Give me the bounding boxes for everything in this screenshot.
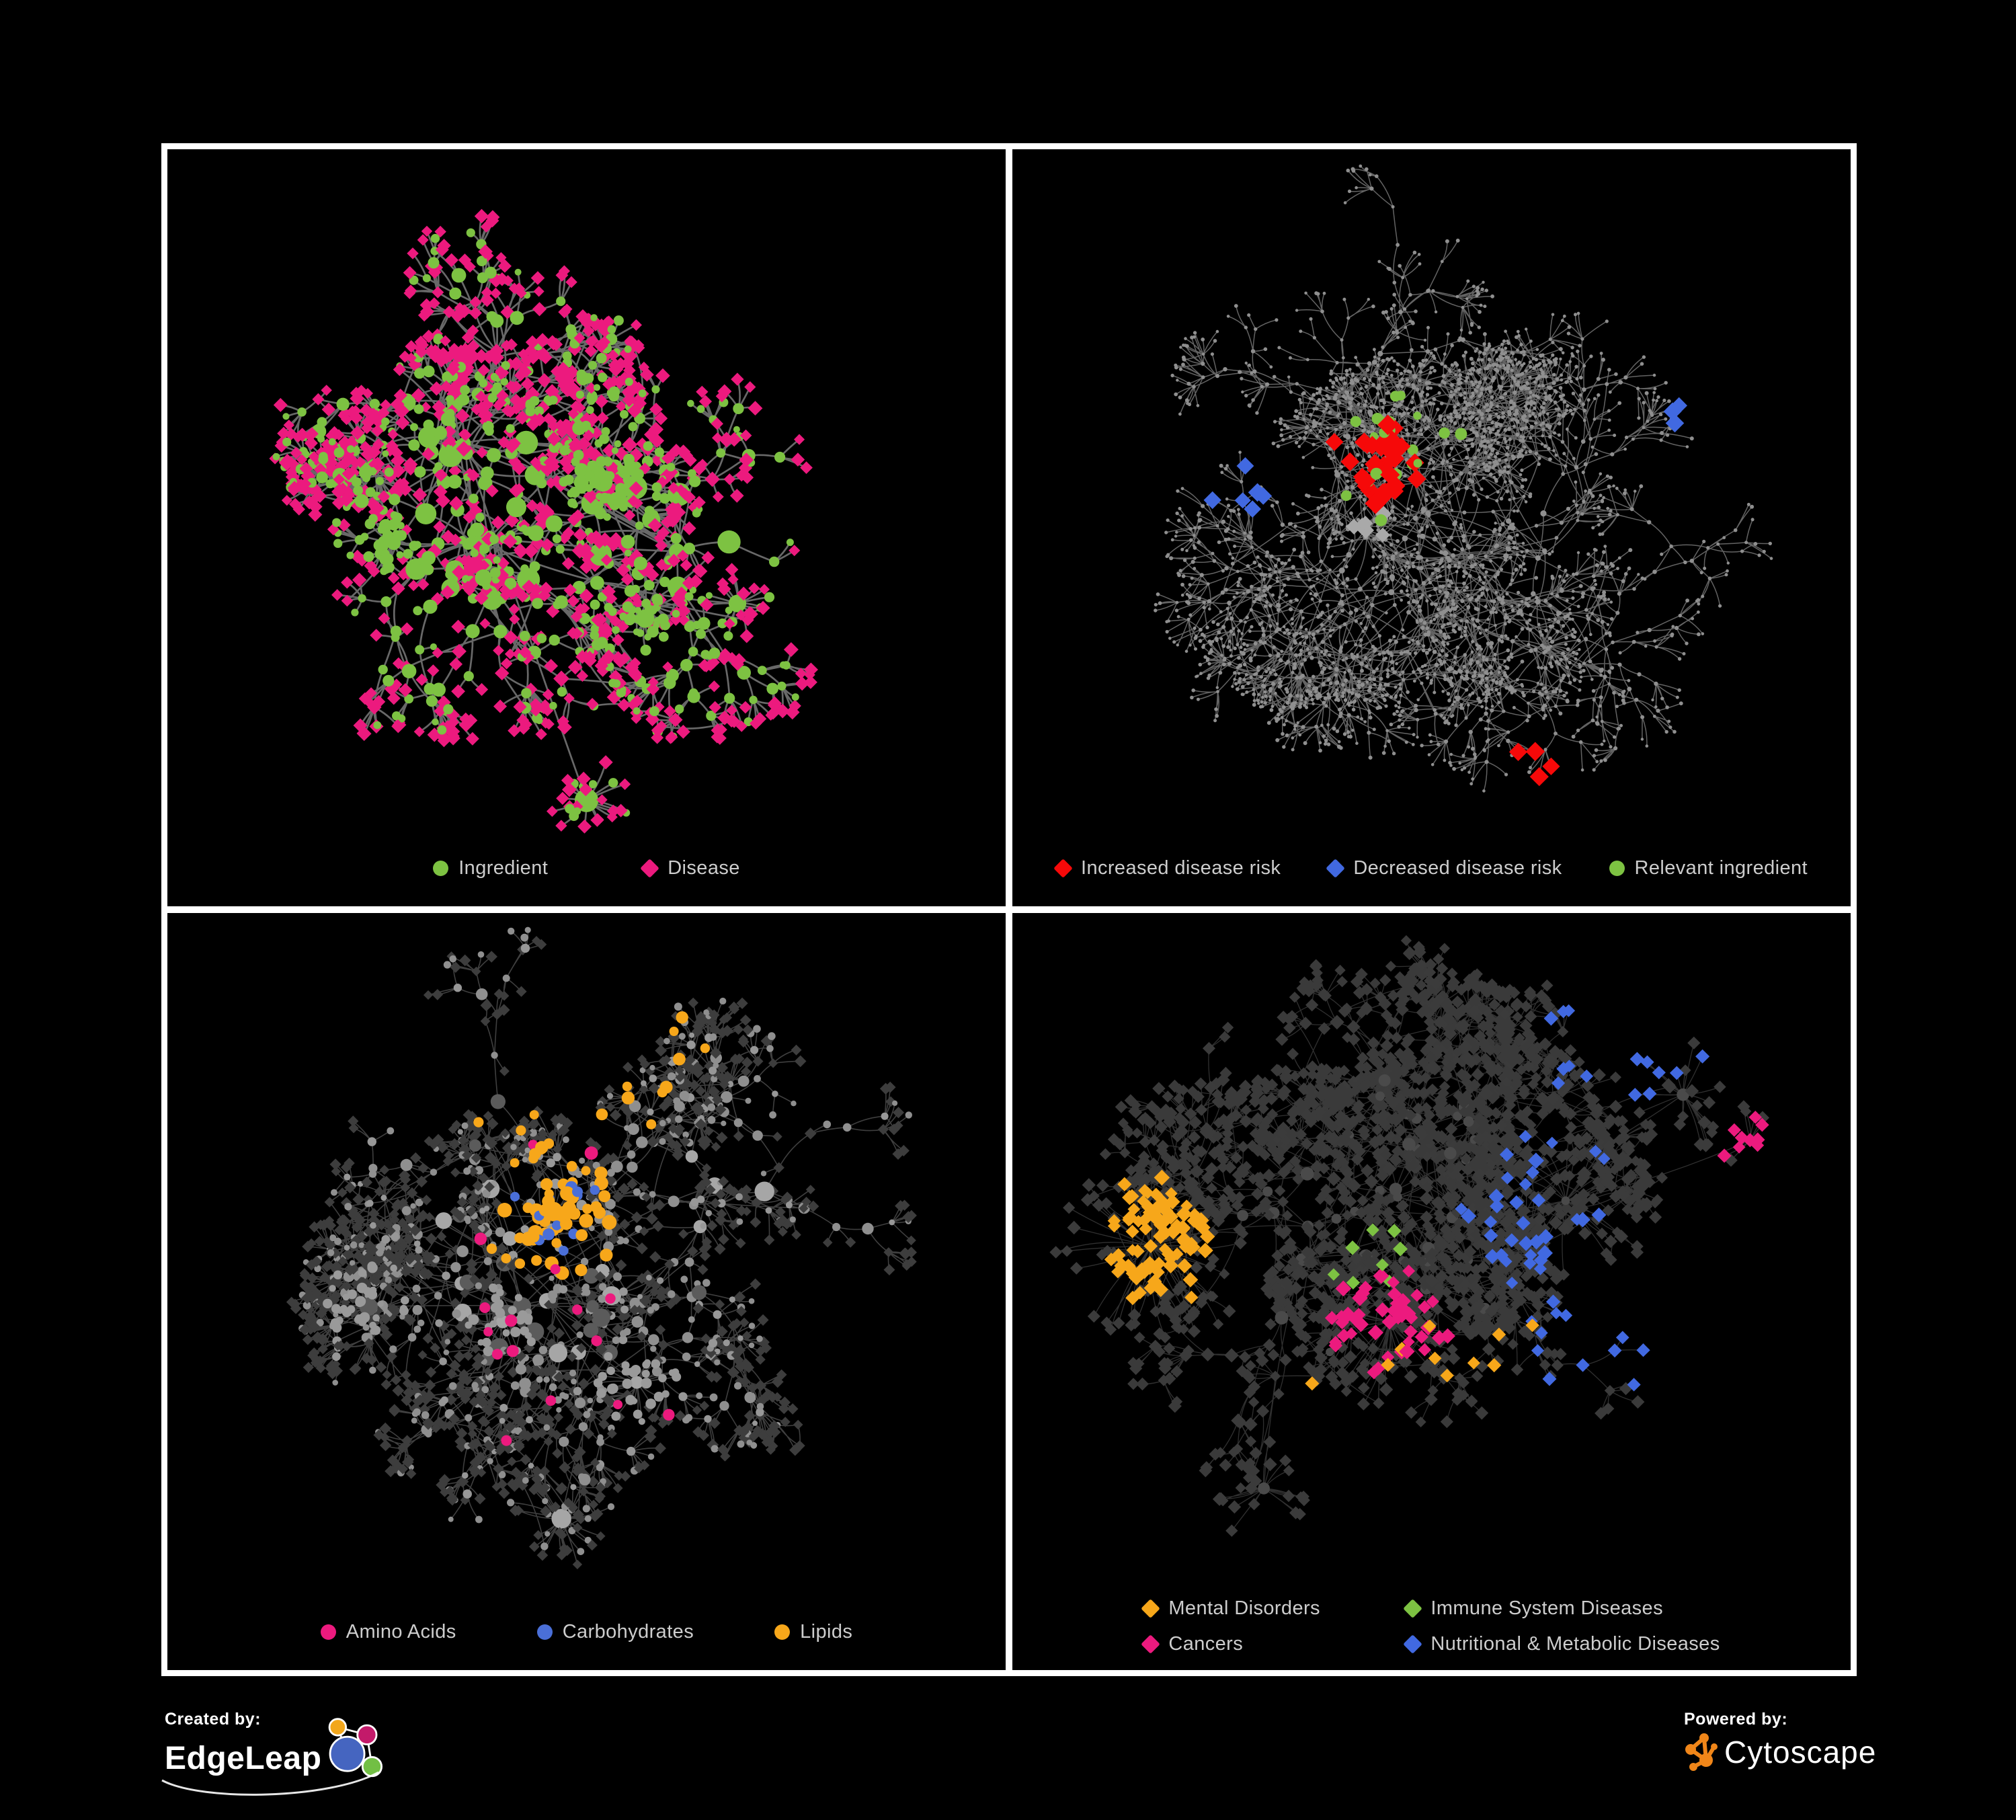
legend-nutrient-classes: Amino Acids Carbohydrates Lipids [167, 1621, 1006, 1643]
legend-swatch-diamond [1326, 859, 1346, 878]
edgeleap-logo-icon [329, 1718, 383, 1778]
legend-label: Decreased disease risk [1353, 857, 1562, 879]
legend-item: Decreased disease risk [1326, 857, 1562, 879]
legend-item: Relevant ingredient [1609, 857, 1808, 879]
legend-item: Cancers [1141, 1633, 1405, 1655]
legend-disease-classes: Mental Disorders Immune System Diseases Ca… [1012, 1597, 1851, 1655]
edgeleap-logo-text: EdgeLeap [165, 1741, 322, 1776]
legend-label: Amino Acids [346, 1621, 456, 1643]
legend-swatch-circle [433, 861, 449, 876]
panel-disease-classes: Mental Disorders Immune System Diseases Ca… [1012, 913, 1851, 1670]
created-by-label: Created by: [165, 1710, 261, 1729]
legend-swatch-diamond [1053, 859, 1073, 878]
legend-label: Lipids [800, 1621, 853, 1643]
network-graph-disease-classes [1049, 935, 1769, 1537]
legend-label: Carbohydrates [562, 1621, 694, 1643]
legend-item: Nutritional & Metabolic Diseases [1403, 1633, 1720, 1655]
legend-item: Increased disease risk [1053, 857, 1281, 879]
legend-item: Disease [640, 857, 740, 879]
panel-ingredient-disease: Ingredient Disease [167, 149, 1006, 906]
legend-swatch-circle [536, 1624, 553, 1640]
legend-swatch-diamond [1141, 1634, 1161, 1654]
legend-label: Nutritional & Metabolic Diseases [1430, 1633, 1720, 1655]
legend-label: Increased disease risk [1080, 857, 1281, 879]
cytoscape-logo-text: Cytoscape [1724, 1735, 1877, 1770]
legend-swatch-circle [320, 1624, 336, 1640]
legend-label: Disease [668, 857, 740, 879]
legend-swatch-circle [774, 1624, 791, 1640]
legend-label: Relevant ingredient [1634, 857, 1808, 879]
legend-disease-risk: Increased disease risk Decreased disease … [1012, 857, 1851, 879]
legend-item: Carbohydrates [536, 1621, 694, 1643]
edgeleap-credit: Created by: EdgeLeap [161, 1710, 389, 1796]
legend-swatch-diamond [640, 859, 660, 878]
legend-label: Mental Disorders [1168, 1597, 1320, 1619]
network-graph-ingredient-disease [269, 208, 818, 834]
figure-frame: Ingredient Disease Increased disease risk… [161, 143, 1857, 1676]
legend-label: Ingredient [458, 857, 549, 879]
legend-swatch-diamond [1141, 1599, 1161, 1618]
legend-item: Immune System Diseases [1403, 1597, 1720, 1620]
cytoscape-lockup: Cytoscape [1684, 1732, 1876, 1772]
cytoscape-credit: Powered by: Cytoscape [1684, 1710, 1876, 1772]
network-graph-disease-risk [1154, 164, 1773, 793]
panel-disease-risk: Increased disease risk Decreased disease … [1012, 149, 1851, 906]
legend-label: Cancers [1168, 1633, 1244, 1655]
legend-label: Immune System Diseases [1430, 1597, 1663, 1619]
legend-item: Ingredient [433, 857, 548, 879]
legend-item: Lipids [774, 1621, 852, 1643]
legend-ingredient-disease: Ingredient Disease [167, 857, 1006, 879]
legend-item: Mental Disorders [1141, 1597, 1405, 1620]
panel-nutrient-classes: Amino Acids Carbohydrates Lipids [167, 913, 1006, 1670]
legend-item: Amino Acids [320, 1621, 456, 1643]
edgeleap-lockup: EdgeLeap [161, 1718, 389, 1796]
legend-swatch-diamond [1403, 1634, 1423, 1654]
network-graph-nutrient-classes [286, 926, 917, 1570]
cytoscape-logo-icon [1685, 1733, 1718, 1771]
legend-swatch-circle [1609, 861, 1625, 876]
legend-swatch-diamond [1403, 1599, 1423, 1618]
powered-by-label: Powered by: [1684, 1710, 1788, 1729]
